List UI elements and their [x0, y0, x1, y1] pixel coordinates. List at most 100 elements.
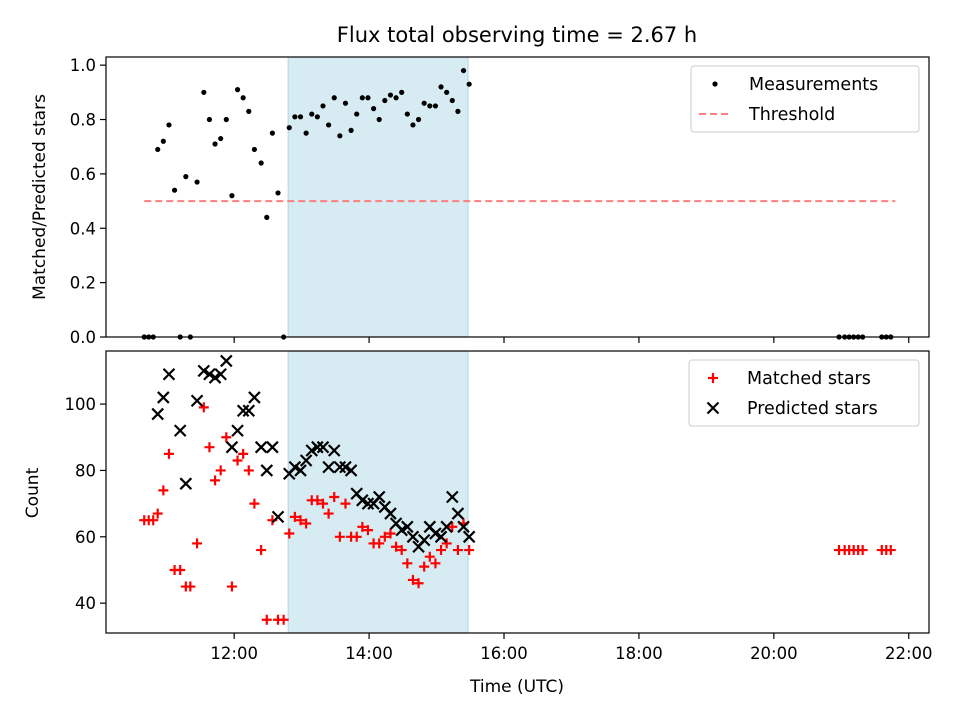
measurement-point — [246, 108, 252, 114]
matched-star-point — [379, 531, 390, 542]
predicted-star-point — [254, 440, 268, 454]
chart-title: Flux total observing time = 2.67 h — [337, 23, 697, 47]
matched-star-point — [232, 455, 243, 466]
measurement-point — [229, 193, 235, 199]
predicted-star-point — [197, 364, 211, 378]
matched-star-point — [340, 498, 351, 509]
top-legend-box — [690, 65, 920, 133]
predicted-star-point — [157, 391, 170, 404]
predicted-star-point — [266, 440, 279, 454]
x-tick-label: 22:00 — [885, 644, 933, 663]
predicted-star-point — [214, 367, 227, 381]
matched-star-point — [857, 545, 868, 556]
bottom-legend-box — [688, 359, 920, 427]
matched-star-point — [249, 498, 260, 509]
predicted-star-point — [311, 440, 324, 454]
measurement-point — [415, 116, 422, 123]
matched-star-point — [334, 531, 345, 542]
predicted-star-point — [344, 464, 358, 477]
measurement-point — [404, 111, 410, 117]
measurement-point — [370, 106, 377, 112]
predicted-star-point — [179, 477, 193, 490]
matched-star-point — [402, 558, 413, 569]
predicted-star-point — [173, 424, 187, 437]
matched-star-point — [317, 498, 328, 509]
measurement-point — [438, 84, 444, 90]
top-y-tick-label: 1.0 — [70, 56, 96, 75]
predicted-star-point — [242, 404, 256, 417]
top-y-tick-label: 0.6 — [70, 165, 96, 184]
x-tick-label: 16:00 — [480, 644, 528, 663]
top-y-tick-label: 0.4 — [70, 219, 96, 238]
predicted-star-point — [203, 367, 216, 381]
top-axes-frame — [105, 56, 930, 338]
matched-star-point — [323, 508, 334, 519]
measurement-point — [183, 174, 189, 180]
predicted-star-point — [208, 371, 222, 384]
matched-star-point — [158, 485, 169, 496]
legend-entry-label: Measurements — [749, 75, 878, 95]
predicted-star-point — [316, 440, 330, 454]
matched-star-point — [396, 545, 407, 556]
x-tick-label: 12:00 — [210, 644, 258, 663]
matched-star-point — [148, 515, 159, 526]
predicted-star-point — [190, 394, 204, 408]
matched-star-point — [407, 574, 418, 585]
measurement-point — [460, 67, 467, 74]
bottom-y-tick-label: 40 — [75, 594, 96, 613]
predicted-star-point — [372, 490, 386, 504]
measurement-point — [348, 127, 354, 133]
measurement-point — [444, 89, 450, 95]
predicted-star-point — [446, 490, 459, 504]
matched-star-point — [385, 528, 396, 539]
predicted-star-point — [434, 530, 448, 544]
measurement-point — [240, 95, 246, 101]
matched-star-point — [256, 545, 267, 556]
matched-star-point — [210, 475, 221, 486]
matched-star-point — [289, 511, 300, 522]
top-panel: 0.0 0.2 0.4 0.6 0.8 1.0 Measurements Threshold — [70, 56, 930, 347]
predicted-star-point — [305, 444, 319, 457]
top-y-tick-label: 0.0 — [70, 328, 96, 347]
legend-plus-marker — [708, 373, 718, 383]
matched-star-point — [447, 521, 458, 532]
measurement-point — [393, 95, 399, 101]
matched-star-point — [301, 518, 312, 529]
predicted-star-point — [417, 533, 431, 547]
measurement-point — [292, 114, 298, 120]
top-y-tick-label: 0.2 — [70, 274, 96, 293]
x-tick-label: 18:00 — [615, 644, 663, 663]
measurement-point — [303, 130, 309, 136]
matched-star-point — [215, 465, 226, 476]
top-shaded-region — [287, 56, 469, 338]
predicted-star-point — [384, 507, 397, 520]
measurement-point — [258, 160, 264, 166]
measurement-point — [432, 103, 439, 109]
legend-entry-label: Predicted stars — [747, 399, 878, 419]
measurement-point — [359, 95, 365, 101]
measurement-point — [410, 122, 416, 128]
legend-dot-marker — [712, 81, 718, 87]
matched-star-point — [192, 538, 203, 549]
measurement-point — [449, 97, 455, 104]
measurement-point — [427, 103, 433, 109]
legend-entry-label: Threshold — [748, 105, 835, 125]
matched-star-point — [152, 508, 163, 519]
matched-star-point — [243, 465, 254, 476]
measurement-point — [387, 92, 394, 98]
matched-star-point — [464, 545, 475, 556]
matched-star-point — [419, 561, 430, 572]
measurement-point — [421, 100, 427, 106]
measurement-point — [251, 146, 258, 153]
matched-star-point — [221, 432, 232, 443]
predicted-star-point — [451, 507, 465, 520]
matched-star-point — [430, 558, 441, 569]
matched-star-point — [163, 448, 174, 459]
measurement-point — [171, 187, 178, 193]
predicted-star-point — [288, 460, 302, 474]
top-legend: Measurements Threshold — [690, 65, 920, 133]
measurement-point — [466, 81, 472, 87]
measurement-point — [354, 111, 360, 117]
matched-star-point — [238, 448, 249, 459]
